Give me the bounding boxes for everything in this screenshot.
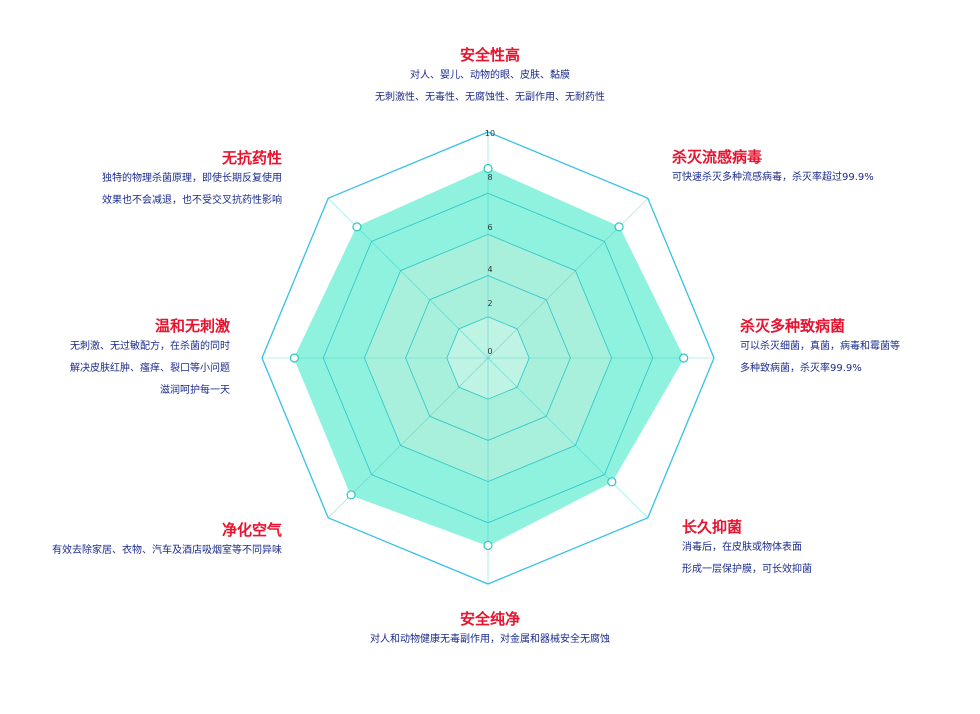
radar-tick-label: 6 xyxy=(487,223,492,232)
axis-label-3: 长久抑菌消毒后，在皮肤或物体表面 形成一层保护膜，可长效抑菌 xyxy=(682,517,882,581)
axis-description-line: 独特的物理杀菌原理，即使长期反复使用 xyxy=(102,173,282,184)
axis-description-line: 滋润呵护每一天 xyxy=(160,385,230,396)
axis-description-line: 对人、婴儿、动物的眼、皮肤、黏膜 xyxy=(410,70,570,81)
axis-label-2: 杀灭多种致病菌可以杀灭细菌，真菌，病毒和霉菌等 多种致病菌，杀灭率99.9% xyxy=(740,316,940,380)
radar-point-0 xyxy=(483,163,493,174)
axis-description-line: 无刺激性、无毒性、无腐蚀性、无副作用、无耐药性 xyxy=(375,92,605,103)
axis-description-line: 可快速杀灭多种流感病毒，杀灭率超过99.9% xyxy=(672,172,874,183)
radar-point-4 xyxy=(483,540,493,551)
radar-point-3 xyxy=(607,477,617,487)
axis-description-line: 形成一层保护膜，可长效抑菌 xyxy=(682,564,812,575)
radar-point-2 xyxy=(679,353,689,363)
axis-label-6: 温和无刺激无刺激、无过敏配方，在杀菌的同时 解决皮肤红肿、瘙痒、裂口等小问题滋润呵… xyxy=(40,316,230,402)
axis-title: 安全性高 xyxy=(459,46,520,64)
axis-title: 杀灭流感病毒 xyxy=(672,148,763,166)
axis-title: 温和无刺激 xyxy=(154,317,230,335)
axis-label-1: 杀灭流感病毒可快速杀灭多种流感病毒，杀灭率超过99.9% xyxy=(672,147,932,189)
radar-tick-label: 0 xyxy=(487,347,492,356)
radar-point-7 xyxy=(352,222,362,232)
radar-tick-label: 10 xyxy=(485,129,495,138)
axis-title: 安全纯净 xyxy=(459,610,520,628)
radar-series xyxy=(262,132,714,584)
axis-description-line: 无刺激、无过敏配方，在杀菌的同时 xyxy=(70,341,230,352)
axis-label-7: 无抗药性独特的物理杀菌原理，即使长期反复使用 效果也不会减退，也不受交叉抗药性影响 xyxy=(40,148,282,212)
axis-description-line: 有效去除家居、衣物、汽车及酒店吸烟室等不同异味 xyxy=(52,545,282,556)
axis-title: 杀灭多种致病菌 xyxy=(740,317,846,335)
axis-description-line: 效果也不会减退，也不受交叉抗药性影响 xyxy=(102,195,282,206)
axis-label-5: 净化空气有效去除家居、衣物、汽车及酒店吸烟室等不同异味 xyxy=(42,520,282,562)
radar-point-6 xyxy=(289,353,299,363)
radar-tick-label: 4 xyxy=(487,265,492,274)
radar-tick-labels: 0 2 4 6 8 10 xyxy=(485,129,495,356)
axis-title: 净化空气 xyxy=(221,521,282,539)
axis-description-line: 解决皮肤红肿、瘙痒、裂口等小问题 xyxy=(70,363,230,374)
radar-spoke-5 xyxy=(327,357,489,519)
axis-title: 无抗药性 xyxy=(221,149,282,167)
axis-label-4: 安全纯净对人和动物健康无毒副作用，对金属和器械安全无腐蚀 xyxy=(340,609,640,651)
radar-tick-label: 8 xyxy=(487,173,492,182)
radar-point-5 xyxy=(346,490,356,500)
radar-tick-label: 2 xyxy=(487,299,492,308)
radar-spoke-3 xyxy=(487,357,649,519)
axis-description-line: 消毒后，在皮肤或物体表面 xyxy=(682,542,802,553)
axis-label-0: 安全性高对人、婴儿、动物的眼、皮肤、黏膜无刺激性、无毒性、无腐蚀性、无副作用、无… xyxy=(370,45,610,109)
radar-point-1 xyxy=(614,222,624,232)
axis-description-line: 对人和动物健康无毒副作用，对金属和器械安全无腐蚀 xyxy=(370,634,610,645)
axis-description-line: 多种致病菌，杀灭率99.9% xyxy=(740,363,862,374)
axis-title: 长久抑菌 xyxy=(682,518,743,536)
axis-description-line: 可以杀灭细菌，真菌，病毒和霉菌等 xyxy=(740,341,900,352)
